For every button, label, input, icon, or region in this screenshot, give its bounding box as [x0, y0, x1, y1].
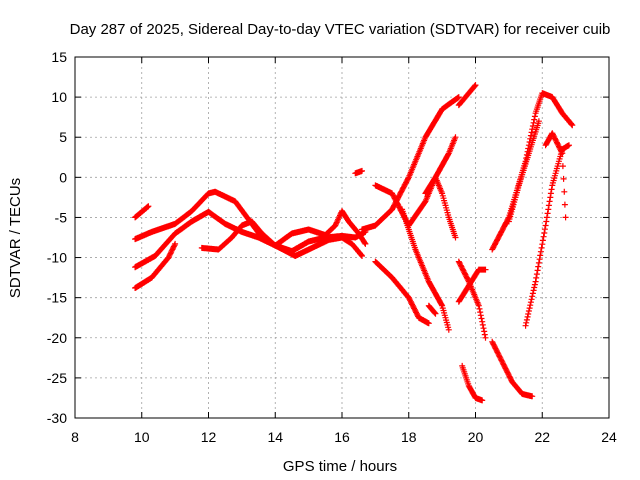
- marker-trace: [489, 338, 536, 400]
- data-series-sat-g: [359, 94, 462, 233]
- x-tick-label: 24: [601, 429, 617, 445]
- marker-trace: [505, 118, 542, 225]
- data-series-sat-m: [455, 82, 479, 109]
- marker-trace: [459, 362, 486, 404]
- y-tick-label: -20: [47, 330, 67, 346]
- x-tick-label: 10: [134, 429, 150, 445]
- marker-trace: [542, 130, 569, 221]
- marker-trace: [372, 258, 432, 327]
- data-series-sat-l: [425, 302, 439, 317]
- data-series-sat-j: [399, 206, 452, 333]
- marker-trace: [198, 208, 369, 253]
- marker-trace: [422, 174, 459, 241]
- data-series-sat-e: [198, 208, 369, 253]
- y-tick-label: -15: [47, 290, 67, 306]
- marker-trace: [359, 94, 462, 233]
- marker-trace: [425, 302, 439, 317]
- x-axis-label: GPS time / hours: [283, 458, 397, 475]
- data-series-sat-d: [132, 240, 179, 291]
- data-series-sat-p: [459, 362, 486, 404]
- data-series-sat-i: [372, 258, 432, 327]
- y-tick-label: -25: [47, 370, 67, 386]
- x-tick-label: 18: [401, 429, 417, 445]
- marker-trace: [132, 203, 152, 221]
- data-series-sat-f: [352, 167, 365, 177]
- marker-trace: [522, 142, 572, 329]
- x-tick-label: 16: [334, 429, 350, 445]
- chart-title: Day 287 of 2025, Sidereal Day-to-day VTE…: [70, 21, 611, 38]
- marker-trace: [455, 82, 479, 109]
- y-tick-label: 10: [51, 89, 67, 105]
- data-series-sat-t: [522, 142, 572, 329]
- marker-trace: [455, 266, 489, 305]
- x-tick-label: 22: [534, 429, 550, 445]
- y-tick-label: 0: [59, 169, 67, 185]
- data-series-sat-o: [455, 266, 489, 305]
- y-axis-label: SDTVAR / TECUs: [7, 178, 24, 298]
- y-tick-label: 15: [51, 49, 67, 65]
- y-tick-label: 5: [59, 129, 67, 145]
- marker-trace: [399, 206, 452, 333]
- data-series-sat-u: [542, 130, 569, 221]
- data-series-sat-a: [132, 203, 152, 221]
- marker-trace: [352, 167, 365, 177]
- data-marks: [132, 82, 576, 404]
- x-tick-label: 12: [201, 429, 217, 445]
- axis-ticks: 8 10 12 14 16 18 20 22 24 -30 -25 -20 -15 -10 -5 0 5 10 15: [47, 49, 617, 445]
- data-series-sat-s: [505, 118, 542, 225]
- marker-trace: [132, 240, 179, 291]
- data-series-sat-r: [489, 338, 536, 400]
- x-tick-label: 20: [468, 429, 484, 445]
- x-tick-label: 8: [71, 429, 79, 445]
- y-tick-label: -5: [55, 209, 68, 225]
- y-tick-label: -10: [47, 250, 67, 266]
- data-series-sat-k: [422, 174, 459, 241]
- x-tick-label: 14: [267, 429, 283, 445]
- y-tick-label: -30: [47, 410, 67, 426]
